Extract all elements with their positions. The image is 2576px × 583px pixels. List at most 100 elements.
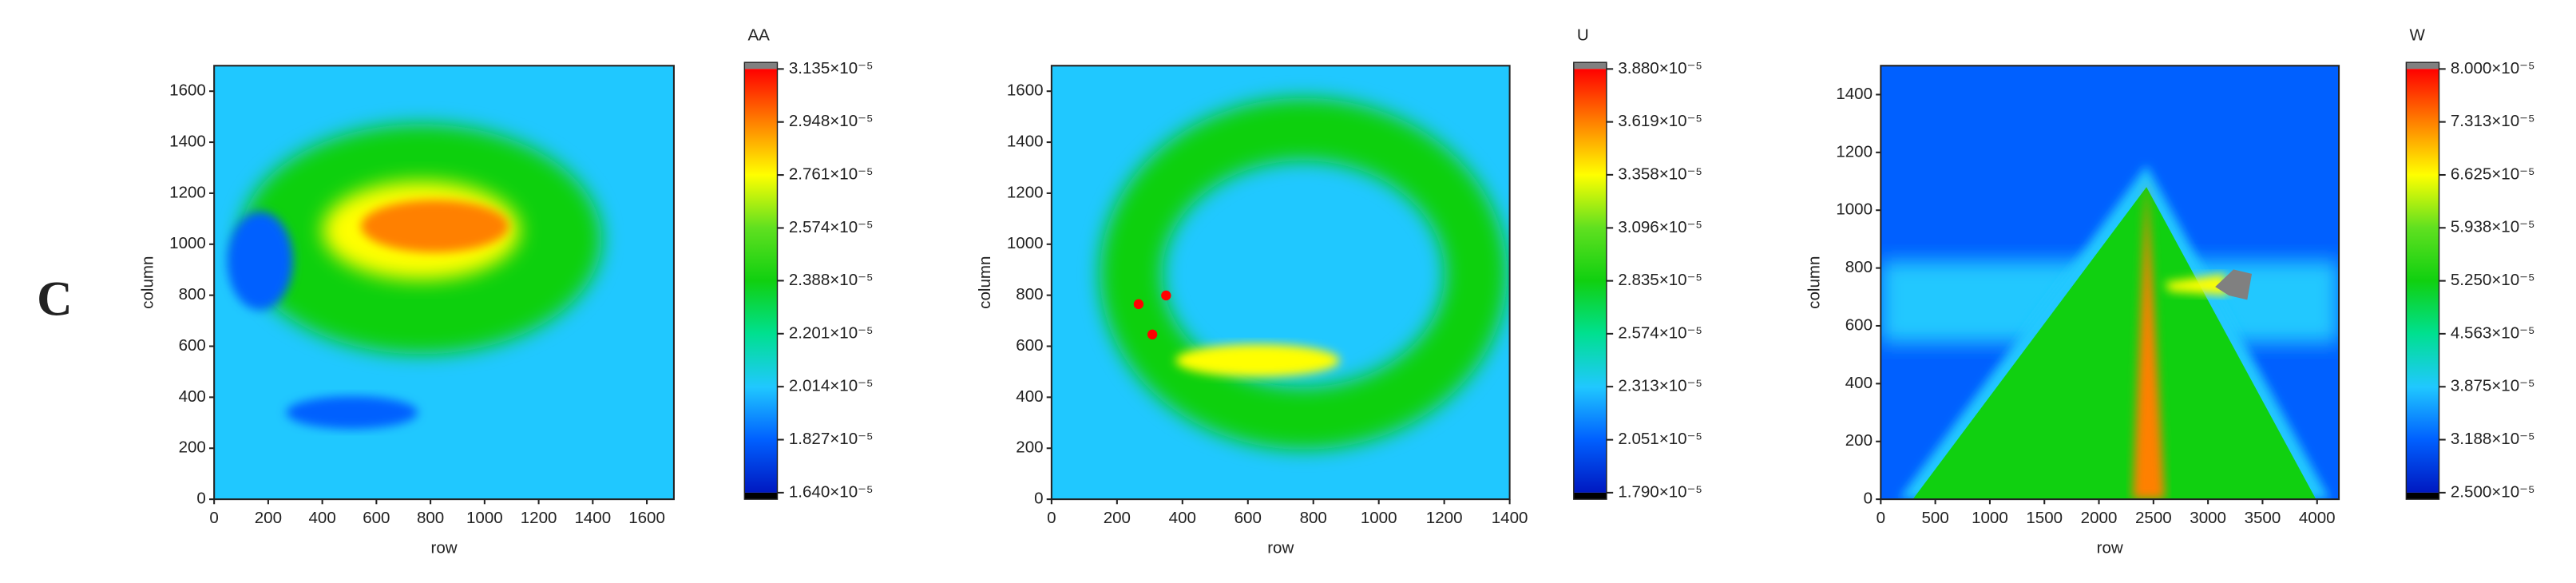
- colorbar-tick-label: 2.574×10⁻⁵: [789, 218, 874, 236]
- y-tick-label: 1000: [1007, 234, 1044, 252]
- plot-frame: [1050, 65, 1511, 501]
- x-axis-label: row: [2097, 538, 2123, 557]
- y-tick-label: 1200: [169, 183, 206, 201]
- colorbar-tick-label: 5.250×10⁻⁵: [2451, 271, 2535, 289]
- colorbar-tick-label: 3.875×10⁻⁵: [2451, 377, 2535, 395]
- colorbar-tick-label: 2.948×10⁻⁵: [789, 112, 874, 130]
- x-tick-label: 400: [308, 509, 335, 527]
- colorbar-title: U: [1577, 26, 1589, 45]
- y-tick-label: 400: [1845, 374, 1873, 392]
- colorbar: [1573, 69, 1607, 493]
- x-tick-label: 1000: [1361, 509, 1397, 527]
- field: [1147, 329, 1158, 340]
- x-tick-label: 2000: [2081, 509, 2118, 527]
- x-tick-label: 0: [209, 509, 218, 527]
- field: [2215, 269, 2253, 300]
- x-axis-label: row: [1267, 538, 1294, 557]
- y-tick-label: 0: [196, 490, 205, 508]
- colorbar-tick-label: 2.051×10⁻⁵: [1618, 430, 1702, 448]
- field: [286, 395, 418, 430]
- y-axis-label: column: [138, 256, 157, 309]
- y-tick-label: 600: [1845, 315, 1873, 334]
- y-tick-label: 200: [1016, 438, 1043, 457]
- colorbar-tick-label: 3.358×10⁻⁵: [1618, 165, 1702, 183]
- y-tick-label: 1000: [169, 234, 206, 252]
- x-tick-label: 800: [1300, 509, 1327, 527]
- y-tick-label: 600: [1016, 336, 1043, 355]
- colorbar-tick-label: 5.938×10⁻⁵: [2451, 218, 2535, 236]
- colorbar-tick-label: 2.201×10⁻⁵: [789, 323, 874, 342]
- x-tick-label: 3500: [2245, 509, 2281, 527]
- y-tick-label: 400: [179, 387, 206, 406]
- colorbar: [2406, 69, 2439, 493]
- field: [2165, 273, 2229, 295]
- field: [1100, 97, 1508, 450]
- colorbar-tick-label: 2.835×10⁻⁵: [1618, 271, 1702, 289]
- colorbar-tick-label: 2.388×10⁻⁵: [789, 271, 874, 289]
- y-tick-label: 1600: [169, 81, 206, 100]
- y-axis-label: column: [1805, 256, 1824, 309]
- y-tick-label: 600: [179, 336, 206, 355]
- colorbar-under: [2406, 492, 2439, 500]
- colorbar-tick-label: 3.096×10⁻⁵: [1618, 218, 1702, 236]
- y-tick-label: 800: [179, 285, 206, 303]
- x-tick-label: 200: [255, 509, 282, 527]
- x-tick-label: 0: [1877, 509, 1885, 527]
- x-tick-label: 1500: [2026, 509, 2063, 527]
- x-tick-label: 1600: [628, 509, 665, 527]
- field: [1133, 299, 1144, 310]
- field: [1161, 290, 1171, 301]
- contour-field: [1051, 65, 1510, 500]
- field: [227, 211, 293, 311]
- colorbar-tick-label: 1.790×10⁻⁵: [1618, 482, 1702, 501]
- y-tick-label: 1400: [1836, 85, 1873, 103]
- field: [1175, 343, 1340, 377]
- contour-field: [1880, 65, 2340, 500]
- y-tick-label: 1200: [1007, 183, 1044, 201]
- x-tick-label: 1400: [1492, 509, 1528, 527]
- y-tick-label: 800: [1845, 258, 1873, 276]
- colorbar-title: AA: [747, 26, 770, 45]
- panel-label: C: [37, 272, 73, 327]
- x-tick-label: 3000: [2190, 509, 2226, 527]
- plot-frame: [213, 65, 675, 501]
- x-tick-label: 400: [1169, 509, 1196, 527]
- colorbar-tick-label: 2.761×10⁻⁵: [789, 165, 874, 184]
- colorbar-under: [1573, 492, 1607, 500]
- y-tick-label: 1000: [1836, 200, 1873, 219]
- colorbar-tick-label: 8.000×10⁻⁵: [2451, 59, 2535, 77]
- colorbar-under: [744, 492, 778, 500]
- colorbar-tick-label: 4.563×10⁻⁵: [2451, 323, 2535, 342]
- x-tick-label: 1000: [466, 509, 503, 527]
- colorbar-tick-label: 3.188×10⁻⁵: [2451, 430, 2535, 448]
- colorbar-tick-label: 3.880×10⁻⁵: [1618, 59, 1702, 77]
- colorbar-tick-label: 2.313×10⁻⁵: [1618, 377, 1702, 395]
- y-tick-label: 1200: [1836, 142, 1873, 161]
- y-tick-label: 1600: [1007, 81, 1044, 100]
- x-axis-label: row: [430, 538, 457, 557]
- contour-field: [214, 65, 674, 500]
- y-tick-label: 0: [1864, 490, 1873, 508]
- y-tick-label: 1400: [1007, 132, 1044, 150]
- colorbar-tick-label: 2.574×10⁻⁵: [1618, 323, 1702, 342]
- y-tick-label: 400: [1016, 387, 1043, 406]
- colorbar-title: W: [2409, 26, 2425, 45]
- x-tick-label: 600: [1234, 509, 1262, 527]
- colorbar-over: [2406, 62, 2439, 69]
- plot-frame: [1880, 65, 2340, 501]
- y-tick-label: 200: [179, 438, 206, 457]
- colorbar: [744, 69, 778, 493]
- colorbar-over: [1573, 62, 1607, 69]
- colorbar-tick-label: 3.619×10⁻⁵: [1618, 112, 1702, 130]
- y-tick-label: 1400: [169, 132, 206, 150]
- x-tick-label: 200: [1104, 509, 1131, 527]
- colorbar-over: [744, 62, 778, 69]
- colorbar-tick-label: 1.827×10⁻⁵: [789, 430, 874, 448]
- y-tick-label: 0: [1034, 490, 1043, 508]
- x-tick-label: 600: [363, 509, 390, 527]
- field: [360, 200, 509, 253]
- y-tick-label: 200: [1845, 431, 1873, 450]
- x-tick-label: 1400: [574, 509, 611, 527]
- x-tick-label: 800: [417, 509, 444, 527]
